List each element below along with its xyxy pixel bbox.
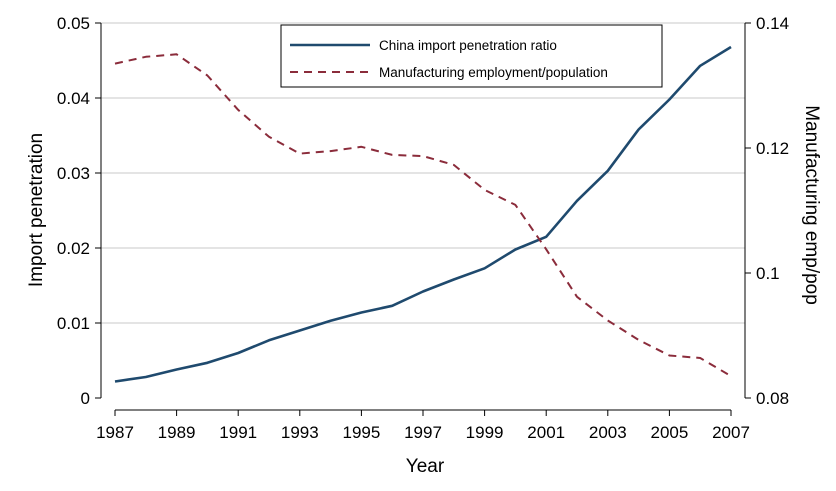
- y-left-tick-label-0: 0: [81, 389, 90, 408]
- x-axis-title: Year: [406, 456, 445, 477]
- series-line-manufacturing-employment-population: [114, 53, 732, 377]
- x-tick-label-1987: 1987: [96, 423, 134, 442]
- x-tick-label-1989: 1989: [158, 423, 196, 442]
- y-left-tick-label-0-02: 0.02: [57, 239, 90, 258]
- y-axis-right-title: Manufacturing emp/pop: [801, 105, 822, 305]
- x-tick-label-2007: 2007: [712, 423, 750, 442]
- x-tick-label-1997: 1997: [404, 423, 442, 442]
- tick-labels: 0 0.01 0.02 0.03 0.04 0.05 0.08 0.1 0.12 0.14 1987…: [57, 14, 789, 442]
- x-tick-label-2005: 2005: [650, 423, 688, 442]
- x-tick-label-2001: 2001: [527, 423, 565, 442]
- legend-label-import-penetration: China import penetration ratio: [379, 38, 557, 53]
- y-right-tick-label-0-08: 0.08: [756, 389, 789, 408]
- y-right-tick-label-0-14: 0.14: [756, 14, 789, 33]
- x-tick-label-2003: 2003: [589, 423, 627, 442]
- y-right-tick-label-0-1: 0.1: [756, 264, 780, 283]
- y-left-tick-label-0-05: 0.05: [57, 14, 90, 33]
- x-tick-label-1991: 1991: [219, 423, 257, 442]
- y-left-tick-label-0-01: 0.01: [57, 314, 90, 333]
- x-tick-label-1995: 1995: [342, 423, 380, 442]
- x-tick-label-1993: 1993: [281, 423, 319, 442]
- legend-label-manufacturing-employment: Manufacturing employment/population: [379, 65, 608, 80]
- series-line-china-import-penetration-ratio: [114, 45, 732, 383]
- y-axis-left-title: Import penetration: [26, 133, 47, 287]
- y-left-tick-label-0-04: 0.04: [57, 89, 90, 108]
- x-tick-label-1999: 1999: [466, 423, 504, 442]
- legend-box: [280, 24, 663, 88]
- legend: China import penetration ratio Manufactu…: [280, 24, 663, 88]
- axes: [95, 22, 751, 416]
- y-right-tick-label-0-12: 0.12: [756, 139, 789, 158]
- gridlines: [101, 22, 745, 324]
- y-left-tick-label-0-03: 0.03: [57, 164, 90, 183]
- series-lines: [114, 45, 732, 383]
